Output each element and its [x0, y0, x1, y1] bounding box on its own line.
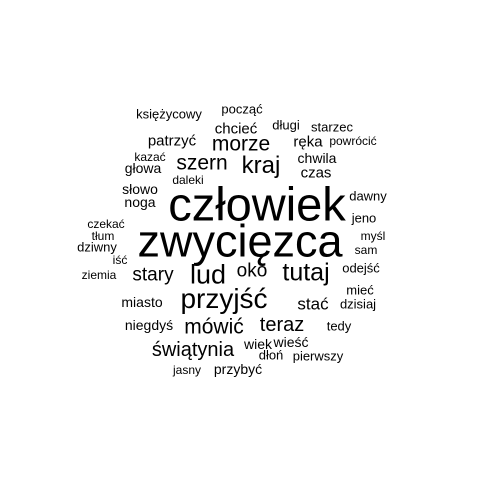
word-ksiezycowy: księżycowy — [136, 106, 202, 122]
word-ziemia: ziemia — [81, 268, 117, 282]
word-slowo: słowo — [122, 181, 158, 197]
word-zwyciezca: zwycięzca — [137, 215, 343, 267]
word-pierwszy: pierwszy — [292, 348, 344, 364]
word-przybyc: przybyć — [213, 361, 263, 377]
word-poczac: począć — [221, 101, 263, 117]
word-chciec: chcieć — [214, 120, 258, 138]
word-jasny: jasny — [172, 363, 202, 377]
word-wiesc: wieść — [273, 334, 309, 350]
word-niegdys: niegdyś — [124, 317, 174, 333]
word-patrzyc: patrzyć — [147, 132, 197, 150]
word-czlowiek: człowiek — [168, 177, 346, 231]
word-powrocic: powrócić — [329, 134, 377, 148]
word-sam: sam — [354, 243, 378, 257]
word-chwila: chwila — [297, 150, 337, 166]
word-dzisiaj: dzisiaj — [339, 296, 377, 312]
word-tedy: tedy — [326, 318, 352, 334]
word-miec: mieć — [346, 282, 374, 298]
word-isc: iść — [112, 253, 128, 267]
word-kraj: kraj — [241, 152, 281, 179]
word-czas: czas — [300, 164, 332, 182]
word-starzec: starzec — [311, 119, 353, 135]
word-stac: stać — [297, 294, 329, 314]
word-kazac: kazać — [134, 150, 166, 164]
word-swiatynia: świątynia — [151, 339, 235, 361]
word-morze: morze — [211, 132, 271, 156]
word-teraz: teraz — [259, 314, 305, 336]
word-dlugi: długi — [272, 117, 300, 133]
word-oko: oko — [236, 260, 268, 282]
word-wiek: wiek — [243, 336, 273, 352]
word-stary: stary — [132, 264, 174, 286]
word-mysl: myśl — [360, 229, 386, 243]
word-tlum: tłum — [91, 229, 115, 243]
word-noga: noga — [124, 194, 156, 210]
word-dawny: dawny — [349, 188, 387, 204]
word-mowic: mówić — [184, 315, 244, 339]
word-odejsc: odejść — [342, 260, 380, 276]
word-daleki: daleki — [172, 173, 204, 187]
word-przyjsc: przyjść — [180, 283, 268, 314]
word-jeno: jeno — [351, 210, 377, 226]
word-szern: szern — [176, 151, 228, 175]
word-lud: lud — [189, 259, 227, 290]
word-reka: ręka — [293, 133, 323, 151]
word-tutaj: tutaj — [282, 258, 330, 287]
word-glowa: głowa — [124, 160, 162, 176]
word-dziwny: dziwny — [77, 239, 117, 255]
word-dlon: dłoń — [258, 347, 284, 363]
word-czekac: czekać — [87, 217, 125, 231]
word-miasto: miasto — [121, 294, 163, 310]
